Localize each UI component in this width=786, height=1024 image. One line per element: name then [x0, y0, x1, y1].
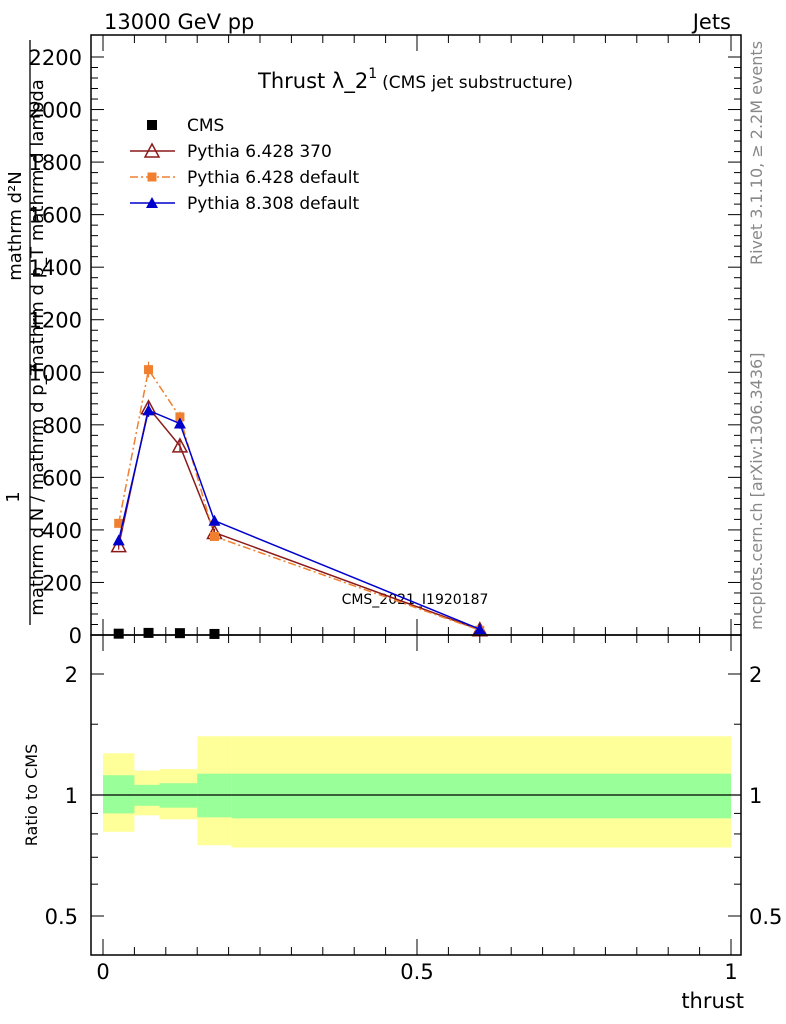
- series-2-point: [175, 412, 185, 422]
- series-3-point: [112, 534, 125, 546]
- legend-entry-1-label: Pythia 6.428 370: [187, 142, 332, 162]
- y-tick-label: 0: [69, 624, 82, 648]
- series-0-point: [174, 628, 185, 639]
- chart-title-sup: 1: [368, 66, 377, 82]
- ratio-x-axis: 0 0.5 1: [96, 635, 738, 984]
- ratio-y-tick-label: 1: [65, 784, 78, 808]
- ratio-y-tick-label-right: 1: [749, 784, 762, 808]
- series-3-point: [142, 404, 155, 416]
- series-0-point: [113, 628, 124, 639]
- y-tick-label: 200: [42, 571, 82, 595]
- y-tick-label: 1800: [29, 151, 82, 175]
- ratio-band-inner: [231, 773, 732, 819]
- main-series-group: [110, 361, 489, 639]
- main-x-ticks: [102, 35, 732, 635]
- series-2-point: [114, 518, 124, 528]
- category-label: Jets: [691, 10, 731, 34]
- mcplots-reference-note: mcplots.cern.ch [arXiv:1306.3436]: [747, 353, 766, 630]
- ratio-band-inner: [103, 775, 135, 814]
- ratio-y-tick-label: 2: [65, 663, 78, 687]
- ratio-y-tick-label-right: 2: [749, 663, 762, 687]
- x-axis-label: thrust: [681, 989, 744, 1013]
- legend-entry-0-label: CMS: [187, 116, 224, 136]
- x-tick-label: 0.5: [400, 960, 433, 984]
- series-3-point: [473, 623, 486, 635]
- series-1-point: [171, 437, 189, 453]
- svg-text:Thrust λ_21(CMS jet substructu: Thrust λ_21 (CMS jet substructure): [257, 66, 573, 94]
- y-tick-label: 2000: [29, 99, 82, 123]
- y-label-prefix: 1: [3, 491, 24, 502]
- y-tick-label: 600: [42, 466, 82, 490]
- y-tick-label: 1400: [29, 256, 82, 280]
- legend-entry-3-marker: [146, 197, 158, 208]
- y-label-numerator: mathrm d²N: [5, 171, 26, 280]
- chart-title: Thrust λ_21 (CMS jet substructure): [257, 66, 573, 94]
- chart-title-sub: (CMS jet substructure): [382, 73, 573, 93]
- y-axis-label: 1 mathrm d²N mathrm d p_T mathrm d lambd…: [3, 40, 48, 625]
- series-3-point: [208, 514, 221, 526]
- rivet-version-note: Rivet 3.1.10, ≥ 2.2M events: [747, 41, 766, 265]
- legend-entry-1-marker: [143, 142, 161, 158]
- ratio-y-tick-label: 0.5: [45, 905, 78, 929]
- y-label-numerator-sub: mathrm d p_T mathrm d lambda: [27, 79, 48, 373]
- energy-label: 13000 GeV pp: [104, 10, 254, 34]
- y-tick-label: 800: [42, 414, 82, 438]
- y-label-denominator: mathrm d N / mathrm d p_T: [27, 363, 48, 615]
- series-2-point: [209, 531, 219, 541]
- watermark: CMS_2021_I1920187: [342, 592, 489, 608]
- x-tick-label: 1: [724, 960, 737, 984]
- ratio-y-label: Ratio to CMS: [22, 744, 41, 846]
- y-tick-label: 1200: [29, 309, 82, 333]
- legend-entry-3-label: Pythia 8.308 default: [187, 194, 360, 214]
- series-3-point: [173, 417, 186, 429]
- series-0-point: [143, 627, 154, 638]
- ratio-y-tick-label-right: 0.5: [749, 905, 782, 929]
- legend-entry-2-marker: [147, 172, 157, 182]
- y-tick-label: 1600: [29, 204, 82, 228]
- x-tick-label: 0: [96, 960, 109, 984]
- legend: CMS Pythia 6.428 370 Pythia 6.428 default P…: [130, 116, 360, 214]
- series-0-point: [209, 628, 220, 639]
- series-2-point: [144, 365, 154, 375]
- ratio-panel: 0.5 0.51 12 2 0 0.5 1 Ratio to CMS thrust: [22, 634, 783, 1013]
- y-tick-label: 2200: [29, 46, 82, 70]
- legend-entry-2-label: Pythia 6.428 default: [187, 168, 360, 188]
- ratio-y-axis: 0.5 0.5 1 1 2 2: [45, 663, 783, 929]
- ratio-bands: [103, 736, 732, 848]
- legend-entry-0-marker: [147, 120, 157, 130]
- main-panel: 0 200 400 600 800 1000 1200 1400 1600 1800 2000 220…: [3, 34, 742, 648]
- y-tick-label: 400: [42, 519, 82, 543]
- main-y-axis: 0 200 400 600 800 1000 1200 1400 1600 1800 2000 220…: [29, 46, 741, 648]
- y-tick-label: 1000: [29, 361, 82, 385]
- chart-title-main: Thrust λ_2: [257, 69, 368, 94]
